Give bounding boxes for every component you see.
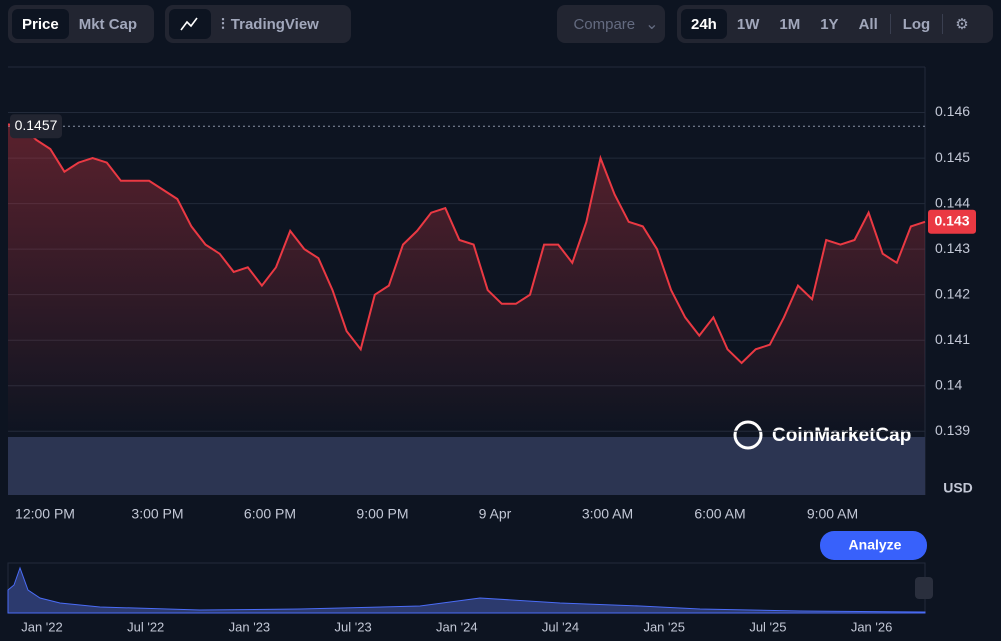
- y-tick-label: 0.142: [935, 285, 970, 301]
- settings-button[interactable]: ⚙: [955, 16, 969, 33]
- price-area: [8, 124, 925, 438]
- chevron: ⌄: [645, 16, 659, 33]
- range-group: 24h 1W 1M 1Y All Log ⚙: [677, 5, 993, 43]
- navigator-label: Jan '24: [436, 619, 478, 634]
- line-icon: [180, 17, 198, 31]
- x-tick-label: 3:00 PM: [131, 506, 183, 522]
- navigator-handle[interactable]: [915, 577, 933, 599]
- navigator-label: Jul '24: [542, 619, 579, 634]
- separator: [942, 14, 944, 34]
- x-tick-label: 9 Apr: [479, 506, 512, 522]
- navigator-label: Jan '26: [851, 619, 893, 634]
- price-button[interactable]: Price: [12, 9, 69, 39]
- current-price-label: 0.143: [934, 213, 969, 229]
- navigator-label: Jan '25: [643, 619, 685, 634]
- y-tick-label: 0.146: [935, 103, 970, 119]
- navigator-label: Jan '23: [229, 619, 271, 634]
- y-tick-label: 0.141: [935, 331, 970, 347]
- navigator-label: Jul '25: [749, 619, 786, 634]
- compare-dropdown[interactable]: Compare ⌄: [557, 5, 665, 43]
- y-tick-label: 0.144: [935, 194, 970, 210]
- price-line: [7, 123, 926, 365]
- y-tick-label: 0.145: [935, 149, 970, 165]
- range-button[interactable]: 24h: [681, 9, 727, 39]
- navigator-label: Jul '22: [127, 619, 164, 634]
- x-tick-label: 9:00 AM: [807, 506, 858, 522]
- chart-style: ⫶ TradingView: [165, 5, 351, 43]
- y-tick-label: 0.143: [935, 240, 970, 256]
- compare-label: Compare: [573, 15, 636, 33]
- y-tick-label: 0.139: [935, 422, 970, 438]
- mktcap-button[interactable]: Mkt Cap: [78, 15, 138, 33]
- tradingview-button[interactable]: ⫶ TradingView: [211, 9, 329, 39]
- navigator-line: [7, 566, 926, 614]
- candle-icon: ⫶: [221, 15, 225, 33]
- currency-label: USD: [943, 480, 973, 496]
- open-price-label: 0.1457: [15, 117, 58, 133]
- price-toggle: Price Mkt Cap: [8, 5, 154, 43]
- volume-area: [8, 437, 925, 495]
- x-tick-label: 6:00 PM: [244, 506, 296, 522]
- analyze-label: Analyze: [849, 537, 902, 553]
- current-price-tag: [928, 209, 976, 234]
- x-tick-label: 3:00 AM: [582, 506, 633, 522]
- range-button[interactable]: All: [858, 15, 878, 33]
- range-button[interactable]: 1M: [779, 15, 801, 33]
- analyze-button[interactable]: Analyze: [820, 531, 927, 560]
- separator: [889, 14, 891, 34]
- line-button[interactable]: [169, 9, 211, 39]
- y-tick-label: 0.14: [935, 376, 962, 392]
- x-tick-label: 6:00 AM: [694, 506, 745, 522]
- navigator-label: Jan '22: [21, 619, 63, 634]
- range-button[interactable]: 1W: [736, 15, 760, 33]
- navigator-label: Jul '23: [335, 619, 372, 634]
- log-button[interactable]: Log: [902, 15, 931, 33]
- x-tick-label: 12:00 PM: [15, 506, 75, 522]
- open-price-tag: [10, 114, 62, 139]
- tradingview-label: TradingView: [230, 15, 319, 33]
- x-tick-label: 9:00 PM: [356, 506, 408, 522]
- range-button[interactable]: 1Y: [820, 15, 839, 33]
